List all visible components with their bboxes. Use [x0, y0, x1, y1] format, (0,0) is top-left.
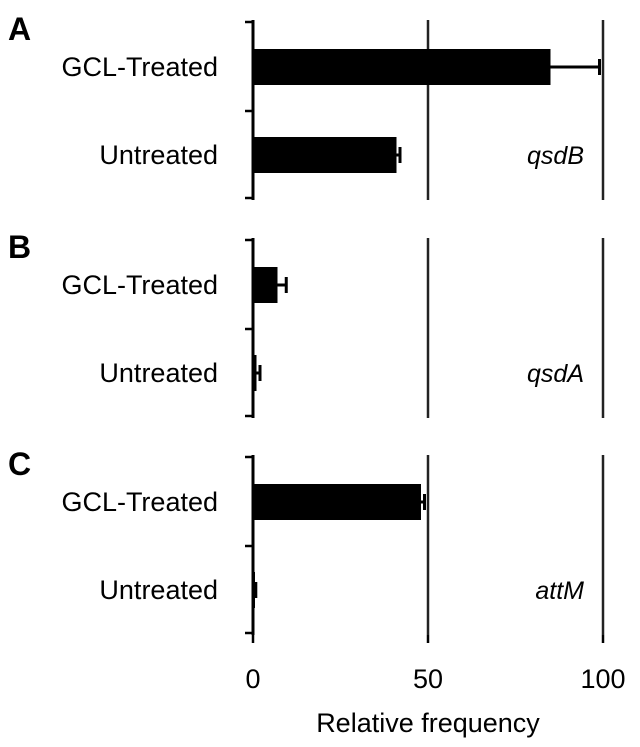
bar-a-gcl-treated	[253, 49, 551, 85]
panel-letter-c: C	[8, 446, 31, 482]
category-label-gcl-treated: GCL-Treated	[61, 487, 218, 517]
gene-label-qsdb: qsdB	[527, 142, 584, 170]
panel-c: C GCL-Treated Untreated attM	[8, 446, 605, 635]
gene-label-qsda: qsdA	[527, 360, 584, 388]
category-label-gcl-treated: GCL-Treated	[61, 52, 218, 82]
category-label-untreated: Untreated	[99, 358, 218, 388]
bar-b-gcl-treated	[253, 267, 278, 303]
x-tick-label-100: 100	[580, 664, 625, 694]
x-axis-title: Relative frequency	[316, 708, 540, 738]
bar-b-untreated	[253, 355, 257, 391]
panel-letter-b: B	[8, 229, 31, 265]
gene-label-attm: attM	[535, 577, 584, 605]
bar-a-untreated	[253, 137, 397, 173]
bar-c-gcl-treated	[253, 484, 421, 520]
category-label-untreated: Untreated	[99, 575, 218, 605]
category-label-gcl-treated: GCL-Treated	[61, 270, 218, 300]
panel-a: A GCL-Treated Untreated qsdB	[8, 11, 605, 200]
x-axis: 0 50 100 Relative frequency	[245, 664, 625, 738]
category-label-untreated: Untreated	[99, 140, 218, 170]
x-tick-label-0: 0	[245, 664, 260, 694]
x-tick-label-50: 50	[413, 664, 443, 694]
bar-c-untreated	[253, 572, 255, 608]
panel-letter-a: A	[8, 11, 31, 47]
panel-b: B GCL-Treated Untreated qsdA	[8, 229, 605, 418]
